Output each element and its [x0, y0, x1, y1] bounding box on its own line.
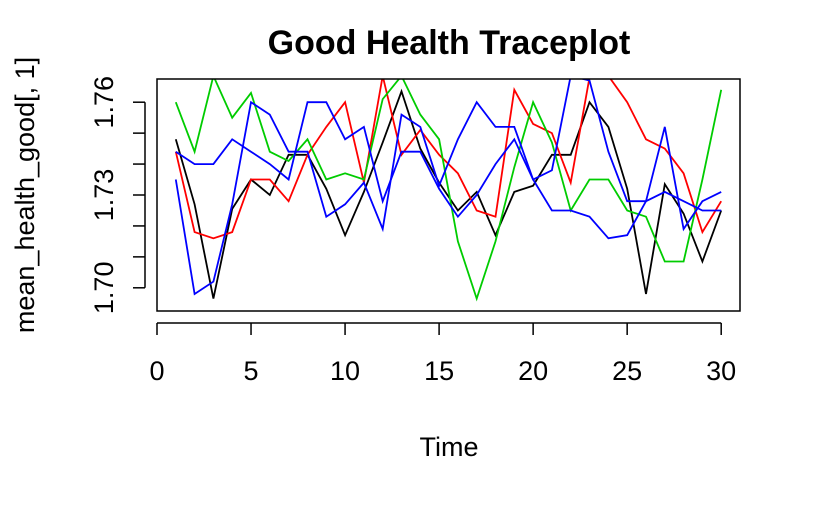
y-axis-label: mean_health_good[, 1]	[10, 57, 40, 333]
series-line-3	[174, 79, 723, 302]
x-tick-label: 0	[149, 356, 164, 386]
y-tick-label: 1.76	[89, 76, 119, 129]
chart-title: Good Health Traceplot	[268, 24, 631, 62]
series-layer	[174, 79, 723, 302]
y-tick-label: 1.73	[89, 169, 119, 222]
x-tick-label: 30	[706, 356, 736, 386]
y-tick-label: 1.70	[89, 262, 119, 315]
x-tick-label: 15	[424, 356, 454, 386]
x-axis: 0 5 10 15 20 25 30	[149, 322, 736, 386]
series-line-1	[174, 88, 723, 299]
y-axis: 1.70 1.73 1.76	[89, 76, 146, 315]
x-tick-label: 5	[244, 356, 259, 386]
x-tick-label: 20	[518, 356, 548, 386]
x-axis-label: Time	[420, 432, 479, 462]
x-tick-label: 25	[612, 356, 642, 386]
plot-frame	[156, 78, 741, 312]
x-tick-label: 10	[330, 356, 360, 386]
series-line-5	[174, 100, 722, 296]
series-line-4	[175, 79, 722, 219]
